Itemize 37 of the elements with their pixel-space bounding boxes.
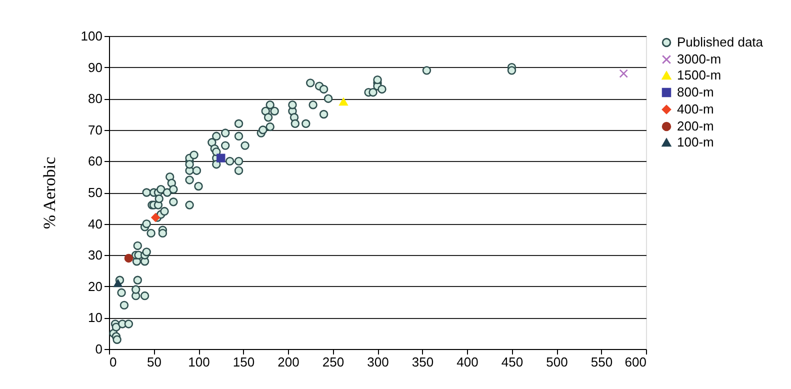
x-tick-label: 350 [412,354,434,370]
y-tick-label: 0 [95,342,102,356]
point [124,254,134,263]
x-tick-label: 550 [590,354,613,370]
y-tick-label: 60 [88,154,102,169]
y-axis-title: % Aerobic [40,156,59,230]
x-tick-label: 450 [501,354,524,370]
y-tick-label: 10 [88,310,102,326]
point [619,69,628,78]
point [216,154,226,162]
x-tick-label: 100 [188,354,210,370]
y-tick-label: 20 [88,278,102,294]
legend-label: Published data [677,34,764,50]
x-tick-label: 300 [367,354,389,370]
legend-label: 3000-m [677,52,722,66]
y-tick-label: 90 [88,60,102,75]
point [339,98,348,106]
y-tick-label: 100 [80,28,102,44]
y-tick-label: 30 [88,248,102,263]
y-tick-label: 40 [88,216,102,232]
x-tick-label: 150 [232,354,255,370]
x-tick-label: 0 [110,354,117,370]
legend-label: 1500-m [677,68,722,82]
legend-label: 100-m [677,134,714,150]
point [114,279,122,288]
y-tick-label: 70 [88,122,102,138]
legend-label: 800-m [677,84,714,100]
x-tick-label: 250 [322,354,344,370]
x-tick-label: 200 [278,354,300,370]
legend-label: 400-m [677,102,714,116]
y-tick-label: 50 [88,185,102,200]
legend-label: 200-m [677,118,714,134]
x-tick-label: 500 [546,354,568,370]
x-tick-label: 50 [147,354,162,370]
x-tick-label: 600 [624,354,646,370]
y-tick-label: 80 [88,91,102,106]
x-tick-label: 400 [456,354,478,370]
